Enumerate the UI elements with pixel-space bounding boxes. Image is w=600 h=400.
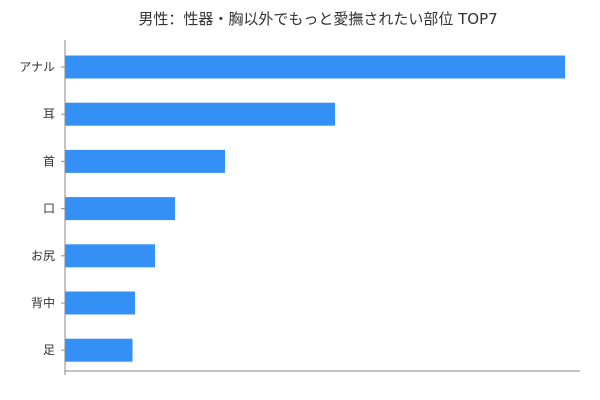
category-label-2: 首 [43,154,55,168]
bar-1 [65,102,335,126]
category-label-6: 足 [43,343,55,357]
bar-0 [65,55,565,79]
bar-2 [65,149,225,173]
category-label-4: お尻 [31,249,55,263]
bar-3 [65,197,175,221]
category-label-0: アナル [19,60,55,74]
bar-5 [65,291,135,315]
bars-group [65,55,565,362]
category-label-1: 耳 [43,107,55,121]
chart-title: 男性：性器・胸以外でもっと愛撫されたい部位 TOP7 [138,10,497,28]
category-label-5: 背中 [31,295,55,310]
bar-6 [65,338,133,362]
bar-4 [65,244,155,268]
category-label-3: 口 [43,202,55,216]
